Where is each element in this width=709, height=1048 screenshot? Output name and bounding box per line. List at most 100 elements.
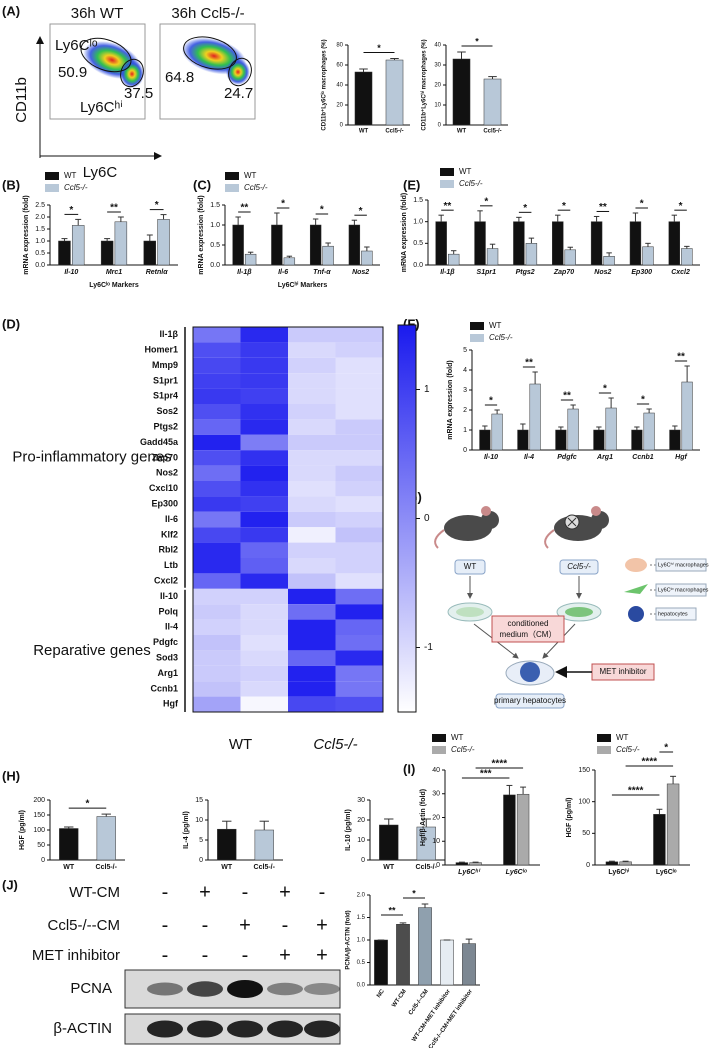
- panel-label: (D): [2, 316, 20, 331]
- condition-label: WT-CM: [69, 884, 120, 901]
- bar: [374, 939, 388, 986]
- heatmap-cell: [335, 434, 383, 451]
- target-label: primary hepatocytes: [494, 696, 566, 705]
- heatmap-frame: [192, 326, 384, 713]
- x-tick-label: Arg1: [596, 454, 613, 461]
- legend-label: Ccl5-/-: [451, 745, 475, 754]
- y-tick-label: 2: [463, 407, 467, 414]
- condition-sign: +: [316, 944, 328, 966]
- x-tick-label: Zap70: [553, 269, 574, 276]
- x-tick-label: Nos2: [352, 269, 369, 276]
- x-tick-label: Ccl5-/-: [254, 864, 276, 871]
- bar: [681, 248, 693, 266]
- bar: [681, 381, 693, 451]
- y-tick-label: 60: [336, 63, 343, 69]
- heatmap-cell: [288, 342, 336, 358]
- significance-label: *: [640, 199, 644, 210]
- mouse-icon: [434, 506, 499, 549]
- label-box: [491, 615, 565, 643]
- heatmap-cell: [240, 588, 288, 605]
- y-tick-label: 0.0: [35, 262, 45, 269]
- heatmap-cell: [193, 635, 241, 651]
- x-tick-label: Ccl5-/-: [96, 864, 118, 871]
- y-tick-label: 80: [336, 43, 343, 49]
- legend-swatch: [440, 180, 454, 188]
- heatmap-cell: [288, 481, 336, 497]
- y-tick-label: 1.0: [413, 219, 423, 226]
- bar: [593, 429, 605, 451]
- y-tick-label: 1.5: [210, 202, 220, 209]
- row-label: Hgf: [163, 699, 179, 709]
- legend-label: WT: [459, 167, 472, 176]
- band-label: β-ACTIN: [53, 1020, 112, 1037]
- gate-value: 37.5: [124, 85, 153, 102]
- gate: [80, 37, 132, 73]
- legend-label: Ccl5-/-: [459, 179, 483, 188]
- colorbar-tick-label: 0: [424, 513, 430, 524]
- x-tick-label: S1pr1: [477, 269, 497, 276]
- heatmap-cell: [335, 696, 383, 712]
- bar: [452, 58, 471, 126]
- heatmap-cell: [193, 342, 241, 358]
- bar: [469, 862, 482, 866]
- legend-label: WT: [451, 733, 464, 742]
- blot-band: [267, 982, 303, 996]
- bar: [254, 829, 274, 861]
- bar: [525, 243, 538, 266]
- heatmap-cell: [288, 665, 336, 682]
- heatmap-cell: [240, 558, 288, 574]
- panel-label: (H): [2, 768, 20, 783]
- heatmap-cell: [288, 635, 336, 651]
- bar: [567, 408, 579, 451]
- y-tick-label: 0: [41, 857, 45, 864]
- flow-y-label: CD11b: [13, 77, 30, 123]
- bar: [322, 245, 334, 266]
- condition-sign: +: [279, 944, 291, 966]
- flow-x-label: Ly6C: [83, 164, 118, 181]
- legend-swatch: [597, 746, 611, 754]
- y-tick-label: 0.5: [413, 240, 423, 247]
- significance-label: **: [677, 352, 685, 363]
- significance-label: *: [155, 200, 159, 211]
- bar: [157, 219, 170, 266]
- y-tick-label: 5: [463, 347, 467, 354]
- heatmap-cell: [335, 373, 383, 389]
- y-axis-label: HGF (pg/ml): [19, 810, 26, 850]
- y-tick-label: 200: [33, 797, 45, 804]
- legend-swatch: [225, 172, 239, 180]
- x-tick-label: Tnf-α: [313, 269, 331, 276]
- bar: [244, 253, 257, 266]
- bar: [435, 221, 447, 266]
- heatmap-cell: [240, 357, 288, 374]
- heatmap-cell: [335, 357, 383, 374]
- x-tick-label: Il-10: [64, 269, 78, 276]
- significance-label: ****: [492, 759, 508, 770]
- condition-sign: -: [242, 944, 249, 966]
- flow-panel: CD11b Ly6C 36h WT 36h Ccl5-/- Ly6Cˡᵒ 50.…: [13, 5, 256, 181]
- y-tick-label: 10: [195, 817, 203, 824]
- heatmap-cell: [335, 650, 383, 666]
- y-tick-label: 20: [434, 83, 441, 89]
- x-tick-label: WT: [457, 129, 467, 135]
- legend-swatch: [470, 322, 484, 330]
- significance-label: *: [523, 203, 527, 214]
- y-tick-label: 0.5: [357, 960, 366, 966]
- bar: [361, 250, 373, 266]
- row-group-label: Reparative genes: [33, 642, 151, 659]
- y-tick-label: 20: [357, 817, 365, 824]
- bar: [354, 71, 373, 126]
- y-axis-label: CD11b⁺Ly6Cˡᵒ macrophages (%): [321, 39, 328, 130]
- bar: [529, 383, 541, 451]
- heatmap-cell: [288, 558, 336, 574]
- bar: [513, 221, 525, 266]
- heatmap-cell: [335, 604, 383, 620]
- condition-sign: -: [242, 881, 249, 903]
- y-tick-label: 0: [199, 857, 203, 864]
- row-label: Ltb: [164, 560, 178, 570]
- bar: [619, 861, 632, 866]
- heatmap-cell: [193, 404, 241, 420]
- y-tick-label: 10: [357, 837, 365, 844]
- y-tick-label: 0: [586, 862, 590, 869]
- bar: [564, 249, 576, 266]
- condition-sign: -: [162, 914, 169, 936]
